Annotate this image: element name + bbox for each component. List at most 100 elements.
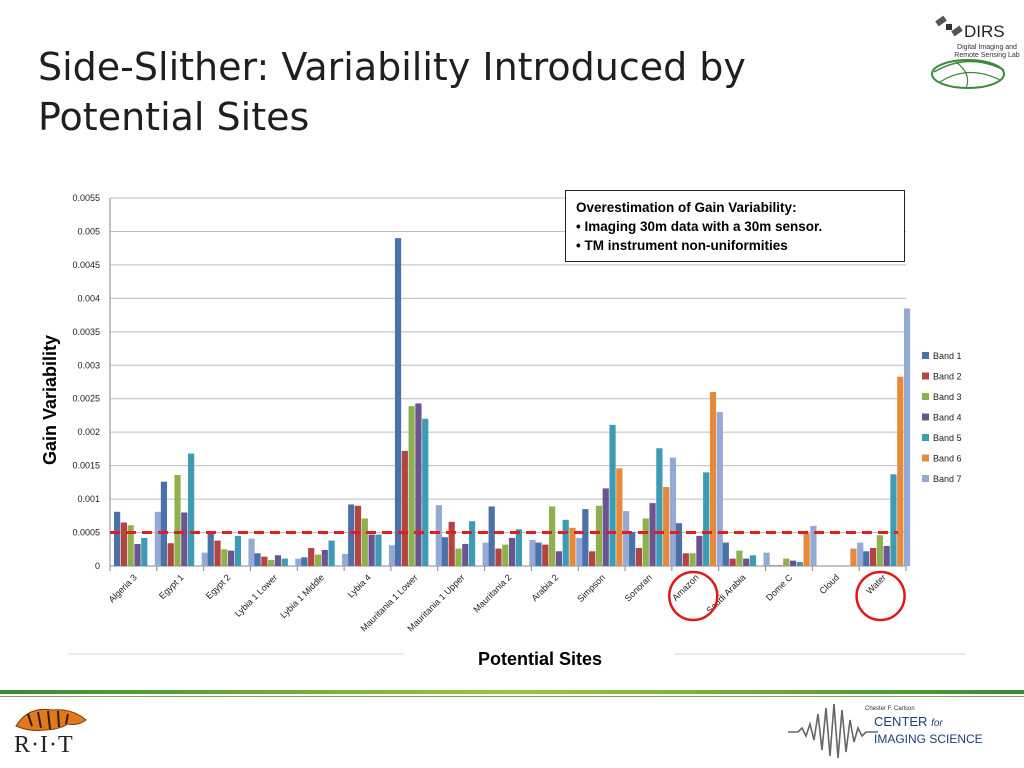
bar [114, 511, 121, 566]
footer-divider-thin [0, 696, 1024, 697]
bar [549, 506, 556, 566]
bar [281, 558, 288, 566]
bar [542, 544, 549, 566]
bar [201, 552, 208, 566]
bar [763, 552, 770, 566]
bar [897, 376, 904, 566]
cis-center-word: CENTER [874, 714, 928, 729]
bar [789, 560, 797, 566]
chart-legend: Band 1 Band 2 Band 3 Band 4 Band 5 Band 6 Band… [922, 351, 962, 484]
bar [248, 538, 255, 566]
bar [716, 412, 723, 566]
bar [689, 553, 696, 566]
bar [221, 549, 228, 566]
x-tick-label: Lybia 1 Middle [278, 572, 326, 620]
cis-for-word: for [931, 718, 943, 729]
legend-label: Band 2 [933, 372, 962, 382]
bar [736, 550, 743, 566]
y-tick-label: 0 [95, 561, 100, 571]
legend-swatch [922, 352, 929, 359]
bar [709, 392, 717, 566]
cis-center-text: CENTER for [874, 714, 943, 729]
bar [602, 488, 609, 566]
bar [375, 534, 382, 566]
bar [722, 542, 729, 566]
bar [869, 547, 877, 566]
bar [174, 475, 181, 566]
y-axis-label: Gain Variability [40, 335, 60, 465]
bar [160, 481, 168, 566]
cis-imaging-text: IMAGING SCIENCE [874, 732, 983, 746]
bar [207, 531, 214, 566]
bar [769, 565, 776, 566]
x-axis-ticks: Algeria 3 Egypt 1 Egypt 2 Lybia 1 LowerLybi… [107, 566, 907, 634]
legend-label: Band 5 [933, 433, 962, 443]
bar [890, 474, 897, 566]
y-tick-label: 0.005 [77, 226, 100, 236]
bar [515, 529, 522, 566]
y-tick-label: 0.0035 [72, 327, 100, 337]
y-tick-label: 0.002 [77, 427, 100, 437]
bar [696, 535, 703, 566]
y-axis-ticks: 0 0.0005 0.001 0.0015 0.002 0.0025 0.003 0.0035… [72, 193, 100, 571]
bar [863, 551, 870, 566]
bar [295, 558, 302, 566]
chart-bars [114, 238, 911, 566]
bar [388, 545, 396, 566]
rit-tiger-logo [15, 708, 87, 731]
cis-small-text: Chester F. Carlson [865, 706, 915, 712]
bar [228, 550, 235, 566]
legend-swatch [922, 393, 929, 400]
bar [301, 557, 308, 566]
bar [616, 468, 623, 566]
bar [354, 505, 362, 566]
bar [441, 537, 448, 566]
legend-swatch [922, 454, 929, 462]
callout-bullet-1: • Imaging 30m data with a 30m sensor. [576, 219, 823, 234]
bar [803, 533, 810, 566]
bar [254, 553, 261, 566]
bar [181, 512, 188, 566]
legend-swatch [922, 475, 929, 482]
bar [120, 522, 127, 566]
y-tick-label: 0.0055 [72, 193, 100, 203]
highlight-circles [668, 570, 906, 622]
legend-swatch [922, 413, 929, 421]
bar [669, 457, 677, 566]
bar [448, 521, 455, 566]
bar [261, 556, 268, 566]
bar [435, 505, 442, 566]
legend-swatch [922, 434, 929, 441]
cis-waveform-logo [788, 703, 878, 759]
bar [675, 523, 683, 566]
rit-wordmark: R·I·T [14, 732, 74, 758]
bar [394, 238, 402, 566]
bar [154, 511, 161, 566]
bar [876, 535, 883, 566]
bar [623, 511, 630, 566]
bar [589, 551, 596, 566]
footer-divider [0, 690, 1024, 694]
bar [268, 559, 275, 566]
bar [783, 558, 790, 566]
bar [656, 448, 663, 566]
y-tick-label: 0.003 [77, 360, 100, 370]
dirs-logo-text: DIRS [964, 22, 1005, 41]
x-axis-label: Potential Sites [478, 649, 602, 669]
bar [883, 545, 890, 566]
bar [455, 548, 462, 566]
bar [214, 540, 221, 566]
bar [188, 453, 195, 566]
x-tick-label: Amazon [670, 572, 700, 602]
highlight-circle-water [855, 570, 906, 622]
x-tick-label: Sonoran [623, 572, 654, 603]
bar [629, 531, 636, 566]
bar [555, 551, 563, 566]
bar [468, 521, 476, 566]
bar [348, 504, 355, 566]
bar [810, 525, 817, 566]
bar [850, 548, 857, 566]
bar [569, 527, 576, 566]
bar [488, 506, 495, 566]
bar [776, 565, 783, 566]
